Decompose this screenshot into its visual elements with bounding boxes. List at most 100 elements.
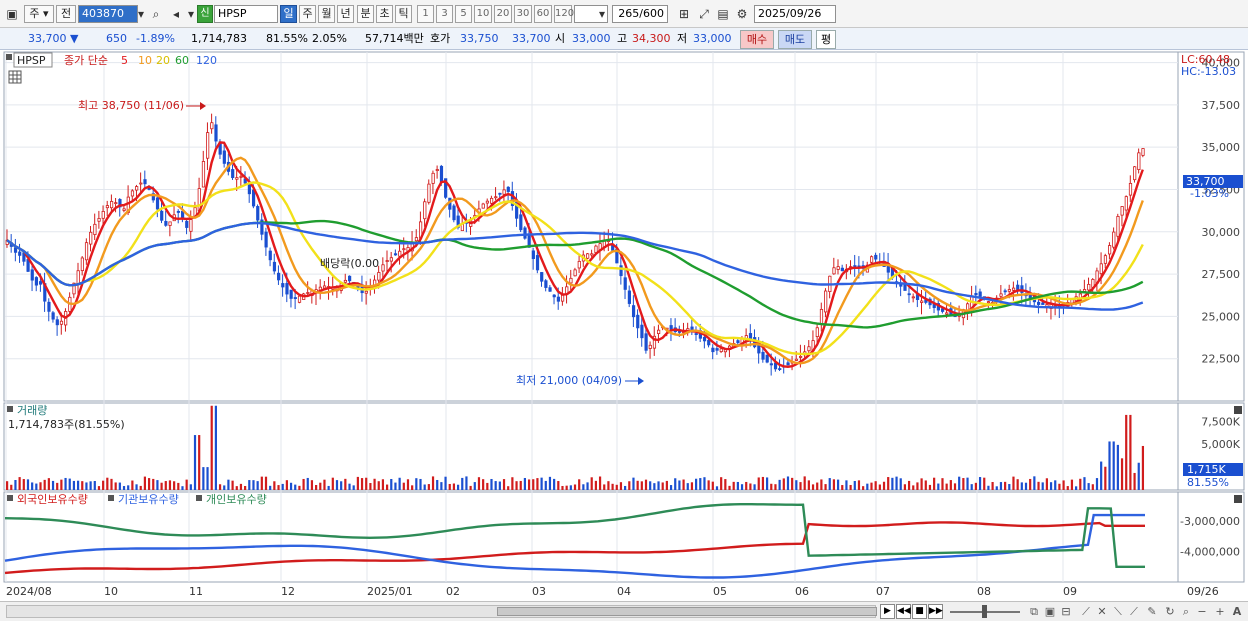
price-candle bbox=[210, 113, 214, 134]
volume-bar bbox=[473, 482, 476, 490]
font-size-icon[interactable]: A bbox=[1232, 605, 1242, 618]
candle-body bbox=[114, 202, 118, 205]
candle-body bbox=[644, 333, 648, 351]
eraser-icon[interactable]: ✎ bbox=[1147, 605, 1157, 618]
line-tool-icon[interactable]: ⟋ bbox=[1082, 605, 1090, 618]
chevron-down-icon[interactable]: ▾ bbox=[137, 7, 145, 21]
volume-bar bbox=[177, 482, 180, 490]
compare-icon[interactable]: ⊟ bbox=[1061, 605, 1071, 618]
candle-body bbox=[343, 279, 348, 283]
gear-icon[interactable]: ⚙ bbox=[736, 7, 748, 21]
candle-body bbox=[974, 293, 978, 296]
holding-legend: 외국인보유수량 기관보유수량 개인보유수량 bbox=[7, 493, 267, 506]
sell-button[interactable]: 매도 bbox=[778, 30, 812, 49]
volume-bar bbox=[377, 481, 380, 490]
volume-bar bbox=[611, 483, 614, 490]
interval-60[interactable]: 60 bbox=[534, 5, 552, 23]
price-candle bbox=[853, 254, 857, 277]
price-candle bbox=[34, 276, 39, 292]
volume-bar bbox=[444, 476, 447, 490]
scrollbar-thumb[interactable] bbox=[497, 607, 877, 616]
interval-20[interactable]: 20 bbox=[494, 5, 512, 23]
price-candle bbox=[874, 252, 878, 263]
candle-body bbox=[1003, 290, 1007, 293]
table-icon[interactable] bbox=[8, 70, 22, 84]
candle-body bbox=[235, 177, 239, 180]
candle-body bbox=[122, 208, 126, 211]
zoom-slider-handle[interactable] bbox=[982, 605, 987, 618]
low-annotation: 최저 21,000 (04/09) bbox=[516, 374, 622, 387]
price-candle bbox=[836, 259, 840, 275]
tab-second[interactable]: 초 bbox=[376, 5, 393, 23]
chart-area[interactable]: 40,000 37,500 35,000 32,500 30,000 27,500 25,0… bbox=[0, 50, 1248, 621]
minus-icon[interactable]: − bbox=[1197, 605, 1207, 618]
volume-bar bbox=[206, 467, 209, 490]
period-select[interactable]: 주 ▾ bbox=[24, 5, 54, 23]
scroll-right-button[interactable]: ▶ bbox=[880, 604, 895, 619]
draw-tool-icon[interactable]: ⟍ bbox=[1114, 605, 1122, 618]
open-price: 33,000 bbox=[572, 32, 611, 45]
tab-day[interactable]: 일 bbox=[280, 5, 297, 23]
volume-bar bbox=[786, 476, 790, 490]
count-field[interactable]: 265/600 bbox=[612, 5, 668, 23]
stock-name-field[interactable]: HPSP bbox=[214, 5, 278, 23]
volume-bar bbox=[202, 467, 205, 490]
buy-button[interactable]: 매수 bbox=[740, 30, 774, 49]
interval-120[interactable]: 120 bbox=[554, 5, 574, 23]
horizontal-scrollbar[interactable] bbox=[6, 605, 877, 618]
stop-button[interactable]: ■ bbox=[912, 604, 927, 619]
volume-bar bbox=[899, 478, 902, 490]
date-field[interactable]: 2025/09/26 bbox=[754, 5, 836, 23]
close-icon[interactable] bbox=[1234, 495, 1242, 503]
fib-tool-icon[interactable]: ⟋ bbox=[1130, 605, 1138, 618]
volume-bar bbox=[678, 480, 681, 490]
rewind-button[interactable]: ◀◀ bbox=[896, 604, 911, 619]
candle-body bbox=[999, 293, 1003, 297]
volume-bar bbox=[456, 484, 460, 490]
candle-body bbox=[1108, 245, 1112, 255]
interval-10[interactable]: 10 bbox=[474, 5, 492, 23]
average-button[interactable]: 평 bbox=[816, 30, 836, 49]
stock-chart[interactable]: 40,00037,50035,00032,50030,00027,50025,0… bbox=[0, 50, 1248, 601]
volume-bar bbox=[1024, 482, 1028, 490]
volume-bar bbox=[507, 486, 510, 490]
plus-icon[interactable]: + bbox=[1215, 605, 1225, 618]
close-icon[interactable] bbox=[1234, 406, 1242, 414]
interval-1[interactable]: 1 bbox=[417, 5, 434, 23]
tab-tick[interactable]: 틱 bbox=[395, 5, 412, 23]
volume-bar bbox=[60, 479, 63, 490]
fast-forward-button[interactable]: ▶▶ bbox=[928, 604, 943, 619]
volume-bar bbox=[106, 477, 109, 490]
tab-week[interactable]: 주 bbox=[299, 5, 316, 23]
interval-3[interactable]: 3 bbox=[436, 5, 453, 23]
symbol-box[interactable] bbox=[13, 52, 53, 68]
volume-bar bbox=[1012, 476, 1015, 490]
chevron-down-icon[interactable]: ▾ bbox=[187, 7, 195, 21]
chevron-down-icon[interactable]: ▾ bbox=[598, 7, 606, 21]
candle-body bbox=[874, 254, 878, 260]
prev-button[interactable]: 전 bbox=[56, 5, 76, 23]
time-tick-label: 09 bbox=[1063, 585, 1077, 598]
chart-tool-icon[interactable]: ⤢ bbox=[699, 7, 709, 21]
tab-month[interactable]: 월 bbox=[318, 5, 335, 23]
interval-30[interactable]: 30 bbox=[514, 5, 532, 23]
save-icon[interactable]: ▤ bbox=[717, 7, 729, 21]
search-icon[interactable]: ⌕ bbox=[152, 7, 160, 21]
tab-minute[interactable]: 분 bbox=[357, 5, 374, 23]
custom-interval-select[interactable] bbox=[574, 5, 608, 23]
speaker-icon[interactable]: ◂ bbox=[172, 7, 180, 21]
interval-5[interactable]: 5 bbox=[455, 5, 472, 23]
candle-body bbox=[143, 179, 147, 185]
grid-icon[interactable]: ⊞ bbox=[678, 7, 690, 21]
price-candle bbox=[13, 238, 18, 262]
search-icon[interactable]: ⌕ bbox=[1182, 605, 1190, 618]
layout-icon[interactable]: ▣ bbox=[1044, 605, 1056, 618]
code-input[interactable]: 403870 bbox=[78, 5, 138, 23]
copy-icon[interactable]: ⧉ bbox=[1030, 605, 1038, 618]
layout-icon[interactable]: ▣ bbox=[6, 7, 18, 21]
candle-body bbox=[502, 189, 506, 195]
volume-bar bbox=[143, 476, 147, 490]
trend-tool-icon[interactable]: ✕ bbox=[1097, 605, 1107, 618]
refresh-icon[interactable]: ↻ bbox=[1165, 605, 1175, 618]
tab-year[interactable]: 년 bbox=[337, 5, 354, 23]
